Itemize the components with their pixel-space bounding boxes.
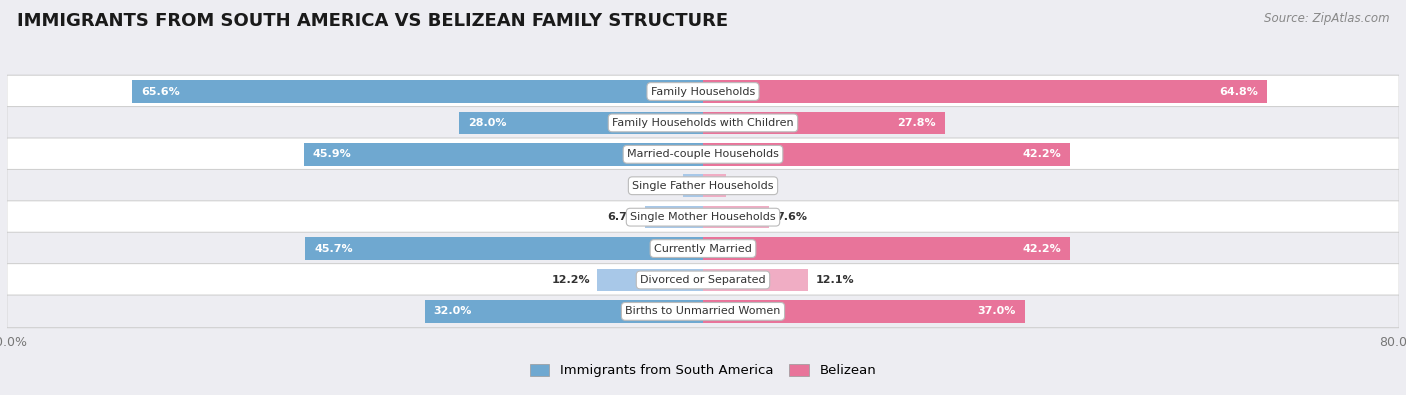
Text: Single Mother Households: Single Mother Households [630,212,776,222]
Text: 12.2%: 12.2% [551,275,591,285]
Bar [683,175,703,197]
Text: 65.6%: 65.6% [141,87,180,96]
Text: Currently Married: Currently Married [654,244,752,254]
Text: 64.8%: 64.8% [1219,87,1258,96]
FancyBboxPatch shape [7,138,1399,171]
Text: 28.0%: 28.0% [468,118,506,128]
Text: 12.1%: 12.1% [815,275,853,285]
Text: 32.0%: 32.0% [433,307,471,316]
FancyBboxPatch shape [7,75,1399,108]
FancyBboxPatch shape [7,169,1399,202]
FancyBboxPatch shape [7,263,1399,296]
FancyBboxPatch shape [7,201,1399,233]
Bar [703,143,1070,166]
Bar [598,269,703,291]
Bar [703,237,1070,260]
Text: 7.6%: 7.6% [776,212,807,222]
Text: 27.8%: 27.8% [897,118,936,128]
Text: 2.3%: 2.3% [645,181,676,191]
Text: 37.0%: 37.0% [977,307,1017,316]
Bar [645,206,703,228]
Bar [703,175,725,197]
Bar [132,80,703,103]
Bar [425,300,703,323]
Text: Single Father Households: Single Father Households [633,181,773,191]
Text: Family Households with Children: Family Households with Children [612,118,794,128]
Bar [703,206,769,228]
Text: 42.2%: 42.2% [1022,149,1062,159]
Bar [703,112,945,134]
Text: 42.2%: 42.2% [1022,244,1062,254]
Text: Family Households: Family Households [651,87,755,96]
Text: 2.6%: 2.6% [733,181,763,191]
Legend: Immigrants from South America, Belizean: Immigrants from South America, Belizean [524,359,882,382]
FancyBboxPatch shape [7,232,1399,265]
Text: Births to Unmarried Women: Births to Unmarried Women [626,307,780,316]
FancyBboxPatch shape [7,107,1399,139]
Text: Married-couple Households: Married-couple Households [627,149,779,159]
Bar [460,112,703,134]
Text: 45.9%: 45.9% [312,149,352,159]
Text: 6.7%: 6.7% [607,212,638,222]
Bar [703,269,808,291]
Bar [304,143,703,166]
Bar [703,80,1267,103]
Bar [305,237,703,260]
Text: 45.7%: 45.7% [314,244,353,254]
Text: IMMIGRANTS FROM SOUTH AMERICA VS BELIZEAN FAMILY STRUCTURE: IMMIGRANTS FROM SOUTH AMERICA VS BELIZEA… [17,12,728,30]
Bar [703,300,1025,323]
FancyBboxPatch shape [7,295,1399,328]
Text: Source: ZipAtlas.com: Source: ZipAtlas.com [1264,12,1389,25]
Text: Divorced or Separated: Divorced or Separated [640,275,766,285]
